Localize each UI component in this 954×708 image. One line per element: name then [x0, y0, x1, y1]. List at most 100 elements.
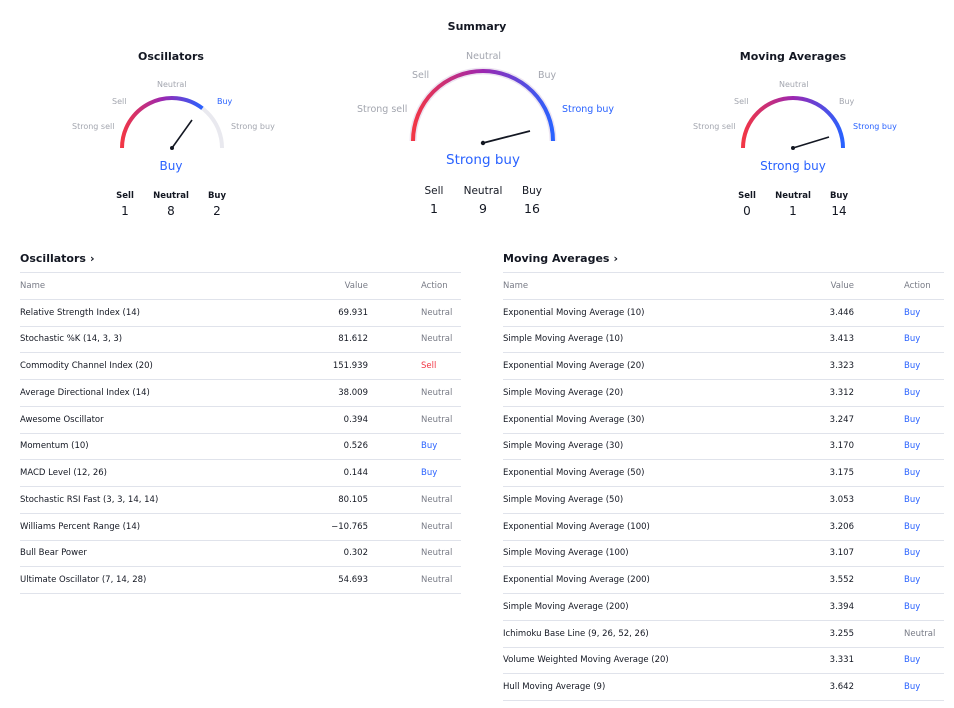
table-row: MACD Level (12, 26) 0.144 Buy [20, 460, 461, 487]
table-row: Exponential Moving Average (50) 3.175 Buy [503, 460, 944, 487]
count-buy: Buy 16 [521, 185, 543, 216]
gauge-arc [409, 67, 557, 146]
table-row: Simple Moving Average (100) 3.107 Buy [503, 541, 944, 568]
indicator-value: 3.446 [829, 307, 854, 318]
indicator-value: 3.255 [829, 628, 854, 639]
moving-averages-gauge: Moving Averages Strong sell Sell Neutral… [673, 50, 913, 240]
indicator-name: Volume Weighted Moving Average (20) [503, 655, 669, 666]
indicator-name: Stochastic RSI Fast (3, 3, 14, 14) [20, 494, 159, 505]
count-buy: Buy 14 [829, 191, 849, 218]
indicator-value: 3.170 [829, 441, 854, 452]
indicator-action: Buy [904, 548, 921, 559]
indicator-value: 151.939 [332, 361, 368, 372]
indicator-action: Buy [904, 334, 921, 345]
indicator-action: Neutral [421, 521, 453, 532]
table-row: Ichimoku Base Line (9, 26, 52, 26) 3.255 N… [503, 621, 944, 648]
indicator-value: 3.312 [829, 387, 854, 398]
label-sell: Sell [112, 97, 127, 106]
indicator-name: Exponential Moving Average (50) [503, 468, 645, 479]
moving-averages-table-title-link[interactable]: Moving Averages › [503, 249, 944, 273]
indicator-name: Exponential Moving Average (20) [503, 361, 645, 372]
indicator-action: Neutral [421, 548, 453, 559]
indicator-value: 3.413 [829, 334, 854, 345]
gauge-result: Buy [159, 159, 183, 173]
indicator-name: Momentum (10) [20, 441, 89, 452]
label-neutral: Neutral [157, 80, 187, 89]
indicator-action: Buy [904, 414, 921, 425]
indicator-value: 80.105 [338, 494, 368, 505]
table-row: Awesome Oscillator 0.394 Neutral [20, 407, 461, 434]
indicator-name: Ichimoku Base Line (9, 26, 52, 26) [503, 628, 649, 639]
count-sell: Sell 0 [738, 191, 756, 218]
indicator-value: 3.247 [829, 414, 854, 425]
table-row: Williams Percent Range (14) −10.765 Neutra… [20, 514, 461, 541]
indicator-value: 3.175 [829, 468, 854, 479]
table-row: Simple Moving Average (20) 3.312 Buy [503, 380, 944, 407]
table-row: Stochastic %K (14, 3, 3) 81.612 Neutral [20, 327, 461, 354]
indicator-name: Commodity Channel Index (20) [20, 361, 153, 372]
table-row: Exponential Moving Average (10) 3.446 Buy [503, 300, 944, 327]
moving-averages-table: Moving Averages › Name Value Action Expon… [503, 249, 944, 701]
table-row: Commodity Channel Index (20) 151.939 Sell [20, 353, 461, 380]
chevron-right-icon: › [613, 252, 619, 265]
label-sell: Sell [734, 97, 749, 106]
oscillators-table-title-link[interactable]: Oscillators › [20, 249, 461, 273]
indicator-value: 3.552 [829, 575, 854, 586]
indicator-value: 0.526 [343, 441, 368, 452]
indicator-name: Awesome Oscillator [20, 414, 104, 425]
label-neutral: Neutral [779, 80, 809, 89]
table-row: Exponential Moving Average (200) 3.552 Buy [503, 567, 944, 594]
label-strong-buy: Strong buy [231, 122, 275, 131]
label-buy: Buy [217, 97, 233, 106]
indicator-value: 54.693 [338, 575, 368, 586]
gauge-counts: Sell 1 Neutral 9 Buy 16 [333, 185, 633, 216]
table-row: Bull Bear Power 0.302 Neutral [20, 541, 461, 568]
indicator-name: Stochastic %K (14, 3, 3) [20, 334, 123, 345]
indicator-name: Bull Bear Power [20, 548, 87, 559]
table-header: Name Value Action [503, 273, 944, 300]
gauge-result: Strong buy [446, 152, 520, 168]
label-buy: Buy [538, 70, 557, 81]
label-sell: Sell [412, 70, 430, 81]
indicator-action: Buy [904, 441, 921, 452]
label-strong-sell: Strong sell [72, 122, 115, 131]
indicator-value: 3.642 [829, 682, 854, 693]
table-row: Simple Moving Average (200) 3.394 Buy [503, 594, 944, 621]
oscillators-gauge: Oscillators Strong sell Sell Neutral Buy… [51, 50, 291, 240]
indicator-value: 38.009 [338, 387, 368, 398]
indicator-name: Simple Moving Average (30) [503, 441, 624, 452]
indicator-action: Buy [904, 468, 921, 479]
indicator-action: Buy [904, 575, 921, 586]
table-row: Exponential Moving Average (20) 3.323 Buy [503, 353, 944, 380]
indicator-action: Buy [904, 361, 921, 372]
indicator-action: Sell [421, 361, 437, 372]
indicator-value: 3.331 [829, 655, 854, 666]
indicator-value: 3.107 [829, 548, 854, 559]
gauge-needle [792, 136, 830, 149]
summary-title: Summary [447, 20, 507, 33]
indicator-value: 0.144 [343, 468, 368, 479]
table-row: Ultimate Oscillator (7, 14, 28) 54.693 Neu… [20, 567, 461, 594]
indicator-name: Williams Percent Range (14) [20, 521, 141, 532]
indicator-action: Neutral [421, 575, 453, 586]
table-row: Exponential Moving Average (100) 3.206 Buy [503, 514, 944, 541]
indicator-value: 69.931 [338, 307, 368, 318]
gauge-arc [741, 96, 845, 150]
gauge-counts: Sell 0 Neutral 1 Buy 14 [673, 191, 913, 218]
indicator-action: Buy [904, 494, 921, 505]
indicator-name: Relative Strength Index (14) [20, 307, 141, 318]
label-strong-sell: Strong sell [693, 122, 736, 131]
table-row: Exponential Moving Average (30) 3.247 Buy [503, 407, 944, 434]
table-header: Name Value Action [20, 273, 461, 300]
indicator-name: Ultimate Oscillator (7, 14, 28) [20, 575, 147, 586]
gauge-needle [482, 130, 531, 144]
indicator-value: 81.612 [338, 334, 368, 345]
indicator-name: MACD Level (12, 26) [20, 468, 107, 479]
indicator-name: Simple Moving Average (20) [503, 387, 624, 398]
label-buy: Buy [839, 97, 855, 106]
label-strong-sell: Strong sell [357, 104, 408, 115]
count-sell: Sell 1 [424, 185, 444, 216]
indicator-name: Simple Moving Average (10) [503, 334, 624, 345]
indicator-name: Exponential Moving Average (200) [503, 575, 650, 586]
indicator-name: Average Directional Index (14) [20, 387, 150, 398]
